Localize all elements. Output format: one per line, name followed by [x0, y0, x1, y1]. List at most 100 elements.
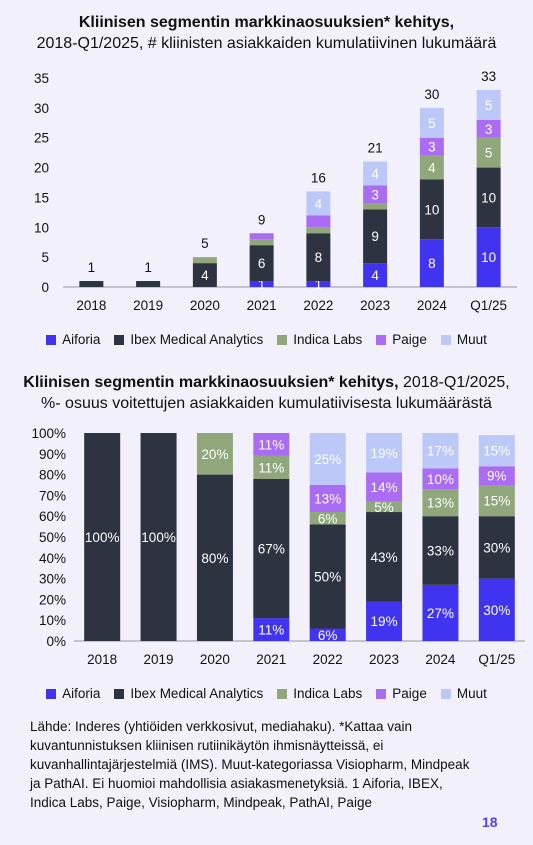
legend-label: Paige [392, 686, 427, 701]
bar-indica-labs [363, 203, 388, 210]
data-label: 9% [487, 469, 507, 484]
chart1-title: Kliinisen segmentin markkinaosuuksien* k… [0, 12, 533, 54]
legend-item-indica-labs: Indica Labs [277, 332, 362, 347]
bar-ibex-medical-analytics [79, 281, 104, 287]
bar-muut [309, 433, 346, 485]
x-tick-label: 2019 [133, 298, 163, 313]
bar-paige [419, 137, 444, 156]
source-note: Lähde: Inderes (yhtiöiden verkkosivut, m… [30, 719, 470, 810]
bar-indica-labs [309, 512, 346, 525]
data-label: 100% [85, 530, 120, 545]
data-label: 6% [318, 628, 338, 643]
data-label: 11% [258, 623, 284, 638]
x-tick-label: 2022 [303, 298, 333, 313]
bar-indica-labs [419, 155, 444, 180]
legend-label: Aiforia [62, 332, 101, 347]
chart2-title: Kliinisen segmentin markkinaosuuksien* k… [0, 372, 533, 414]
data-label: 30% [483, 540, 510, 555]
data-label: 33% [427, 544, 454, 559]
legend-item-muut: Muut [440, 686, 487, 701]
x-tick-label: 2018 [87, 652, 117, 667]
bar-indica-labs [366, 501, 403, 513]
data-label: 50% [314, 570, 341, 585]
bar-aiforia [422, 584, 459, 641]
data-label: 19% [371, 446, 398, 461]
legend-swatch [46, 688, 57, 699]
legend-swatch [277, 688, 288, 699]
legend-item-ibex-medical-analytics: Ibex Medical Analytics [114, 332, 263, 347]
bar-aiforia [366, 601, 403, 641]
bar-muut [422, 433, 459, 469]
data-label: 27% [427, 606, 454, 621]
y-tick-label: 0 [41, 280, 49, 295]
bar-ibex-medical-analytics [419, 179, 444, 240]
data-label: 15% [483, 444, 510, 459]
y-tick-label: 0% [46, 634, 66, 649]
total-label: 21 [368, 141, 383, 156]
bar-indica-labs [249, 239, 274, 246]
bar-aiforia [478, 578, 515, 641]
y-tick-label: 100% [31, 426, 66, 441]
bar-indica-labs [253, 455, 290, 479]
data-label: 4 [371, 268, 379, 283]
x-tick-label: 2024 [425, 652, 456, 667]
data-label: 20% [201, 447, 228, 462]
y-tick-label: 20% [39, 592, 66, 607]
bar-paige [363, 185, 388, 204]
y-tick-label: 30 [34, 101, 49, 116]
bar-aiforia [419, 239, 444, 287]
legend-label: Aiforia [62, 686, 101, 701]
data-label: 10 [481, 250, 496, 265]
total-label: 16 [311, 170, 326, 185]
legend-item-aiforia: Aiforia [46, 332, 100, 347]
legend-label: Paige [392, 332, 427, 347]
data-label: 10 [424, 202, 439, 217]
chart2-svg: 0% 10% 20% 30% 40% 50% 60% 70% 80% 90% 100% 100% 201… [31, 426, 525, 667]
legend-swatch [114, 688, 125, 699]
legend-swatch [440, 334, 451, 345]
bar-ibex-medical-analytics [253, 478, 290, 619]
bar-ibex-medical-analytics [422, 516, 459, 585]
data-label: 10% [427, 472, 454, 487]
bar-paige [249, 233, 274, 240]
bar-ibex-medical-analytics [136, 281, 161, 287]
bar-muut [476, 89, 501, 120]
data-label: 3 [485, 122, 493, 137]
data-label: 4 [201, 268, 209, 283]
bar-paige [309, 485, 346, 513]
chart2-title-rest-2: %- osuus voitettujen asiakkaiden kumulat… [41, 395, 492, 412]
bar-paige [366, 472, 403, 502]
bar-ibex-medical-analytics [478, 516, 515, 579]
data-label: 9 [371, 229, 379, 244]
data-label: 100% [141, 530, 176, 545]
legend-label: Ibex Medical Analytics [130, 686, 264, 701]
x-tick-label: 2023 [360, 298, 390, 313]
legend-swatch [440, 688, 451, 699]
bar-aiforia [309, 628, 346, 641]
bar-ibex-medical-analytics [363, 209, 388, 264]
data-label: 5 [485, 98, 493, 113]
y-tick-label: 30% [39, 572, 66, 587]
data-label: 4 [371, 167, 379, 182]
x-tick-label: 2020 [200, 652, 230, 667]
total-label: 5 [201, 236, 209, 251]
data-label: 11% [258, 437, 284, 452]
y-tick-label: 25 [34, 131, 49, 146]
legend-swatch [114, 334, 125, 345]
total-label: 9 [258, 212, 266, 227]
bar-indica-labs [476, 137, 501, 168]
legend-item-paige: Paige [376, 686, 427, 701]
x-tick-label: 2018 [76, 298, 106, 313]
legend-item-aiforia: Aiforia [46, 686, 100, 701]
bar-paige [478, 466, 515, 485]
bar-ibex-medical-analytics [306, 233, 331, 282]
data-label: 17% [427, 444, 454, 459]
bar-ibex-medical-analytics [84, 433, 121, 641]
x-tick-label: Q1/25 [470, 298, 507, 313]
total-label: 1 [88, 260, 96, 275]
bar-indica-labs [478, 485, 515, 517]
chart1-legend: Aiforia Ibex Medical Analytics Indica Labs… [0, 332, 533, 347]
legend-item-ibex-medical-analytics: Ibex Medical Analytics [114, 686, 263, 701]
bar-paige [253, 433, 290, 456]
legend-item-indica-labs: Indica Labs [277, 686, 362, 701]
